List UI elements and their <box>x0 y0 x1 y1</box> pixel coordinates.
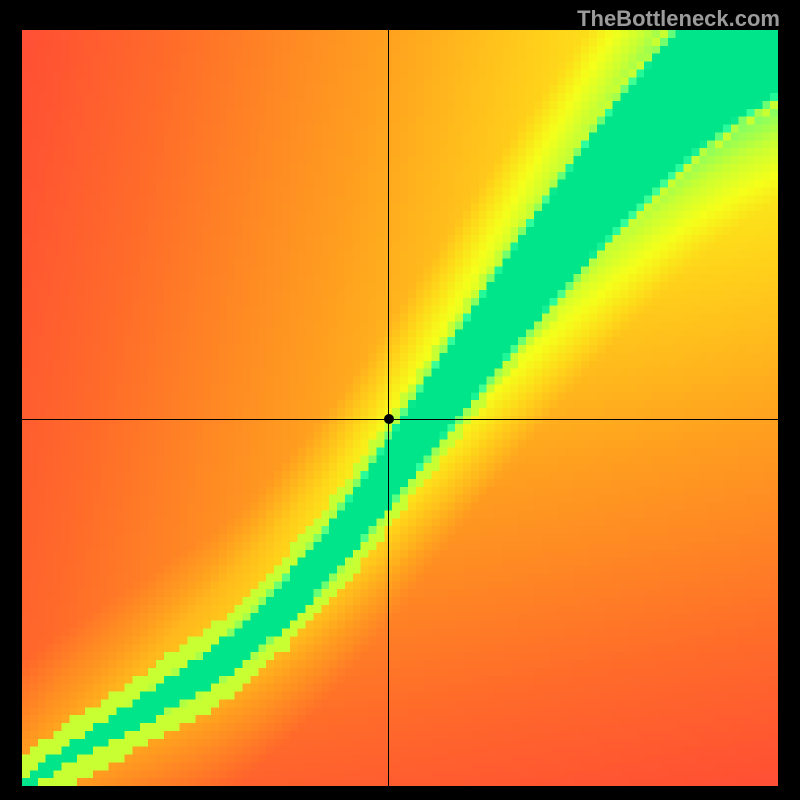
crosshair-horizontal <box>22 419 778 420</box>
crosshair-vertical <box>388 30 389 786</box>
selection-marker <box>384 414 394 424</box>
watermark-text: TheBottleneck.com <box>577 6 780 32</box>
bottleneck-heatmap <box>22 30 778 786</box>
